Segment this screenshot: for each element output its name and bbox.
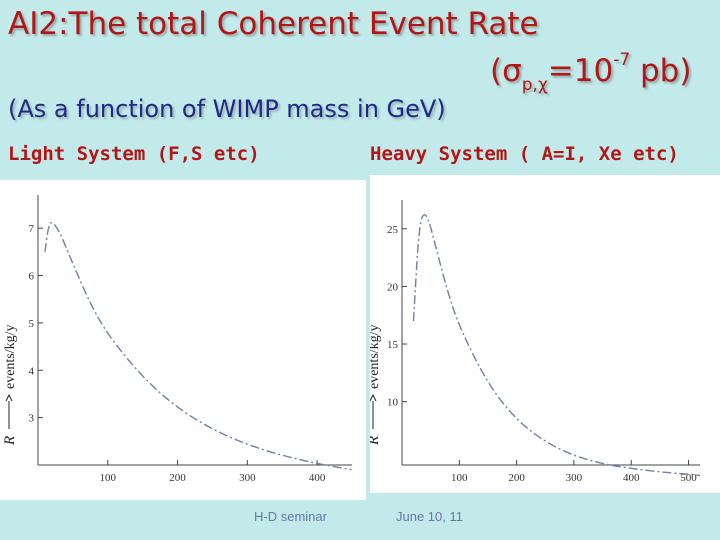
data-point [418, 222, 420, 224]
event-rate-curve [44, 221, 352, 471]
x-tick-label: 400 [623, 472, 640, 484]
data-point [487, 384, 489, 386]
y-tick-label: 3 [29, 413, 35, 425]
data-point [699, 475, 701, 477]
data-point [107, 334, 109, 336]
slide-subtitle: (As a function of WIMP mass in GeV) [8, 95, 446, 123]
data-point [459, 326, 461, 328]
data-point [247, 444, 249, 446]
data-point [516, 419, 518, 421]
data-point [72, 263, 74, 265]
x-tick-label: 300 [566, 472, 583, 484]
heavy-system-label: Heavy System ( A=I, Xe etc) [370, 143, 679, 165]
data-point [447, 291, 449, 293]
data-point [602, 463, 604, 465]
data-point [436, 249, 438, 251]
y-tick-label: 15 [387, 339, 399, 351]
y-tick-label: 25 [387, 224, 399, 236]
data-point [659, 471, 661, 473]
data-point [177, 407, 179, 409]
y-axis-unit: events/kg/y [370, 324, 382, 389]
y-tick-label: 4 [29, 365, 35, 377]
heavy-system-plot-panel: 10020030040050010152025Revents/kg/y [366, 175, 720, 493]
cross-section-exponent: -7 [613, 50, 631, 70]
y-axis-arrowhead [5, 393, 13, 402]
data-point [212, 429, 214, 431]
event-rate-curve [412, 214, 700, 477]
data-point [90, 303, 92, 305]
y-tick-label: 10 [387, 397, 399, 409]
data-point [48, 225, 50, 227]
data-point [545, 441, 547, 443]
data-point [65, 246, 67, 248]
x-tick-label: 300 [239, 472, 256, 484]
data-point [424, 211, 426, 213]
y-tick-label: 6 [29, 271, 35, 283]
data-point [281, 455, 283, 457]
y-tick-label: 5 [29, 318, 35, 330]
x-tick-label: 200 [508, 472, 525, 484]
data-point [58, 230, 60, 232]
x-tick-label: 200 [169, 472, 186, 484]
y-axis-symbol: R [2, 436, 18, 446]
data-point [630, 468, 632, 470]
data-point [316, 463, 318, 465]
data-point [430, 226, 432, 228]
cross-section-open: (σ [490, 53, 522, 89]
footer-date: June 10, 11 [396, 509, 463, 524]
cross-section-unit: pb) [630, 53, 692, 89]
data-point [573, 455, 575, 457]
footer-seminar: H-D seminar [254, 509, 327, 524]
y-axis-symbol: R [370, 436, 382, 446]
data-point [688, 473, 690, 475]
data-point [351, 469, 353, 471]
x-tick-label: 100 [451, 472, 468, 484]
y-axis-arrowhead [369, 393, 377, 402]
x-tick-label: 400 [309, 472, 326, 484]
cross-section-value: =10 [547, 53, 614, 89]
slide-title-cross-section: (σp,χ=10-7 pb) [490, 50, 691, 95]
data-point [51, 220, 53, 222]
cross-section-subscript: p,χ [521, 75, 548, 95]
data-point [44, 251, 46, 253]
heavy-system-chart: 10020030040050010152025Revents/kg/y [366, 200, 701, 484]
light-system-label: Light System (F,S etc) [8, 143, 260, 165]
slide-title: AI2:The total Coherent Event Rate [8, 6, 539, 42]
data-point [142, 377, 144, 379]
x-tick-label: 100 [100, 472, 117, 484]
y-tick-label: 20 [387, 281, 399, 293]
y-tick-label: 7 [29, 223, 35, 235]
data-point [413, 320, 415, 322]
y-axis-unit: events/kg/y [3, 324, 18, 389]
